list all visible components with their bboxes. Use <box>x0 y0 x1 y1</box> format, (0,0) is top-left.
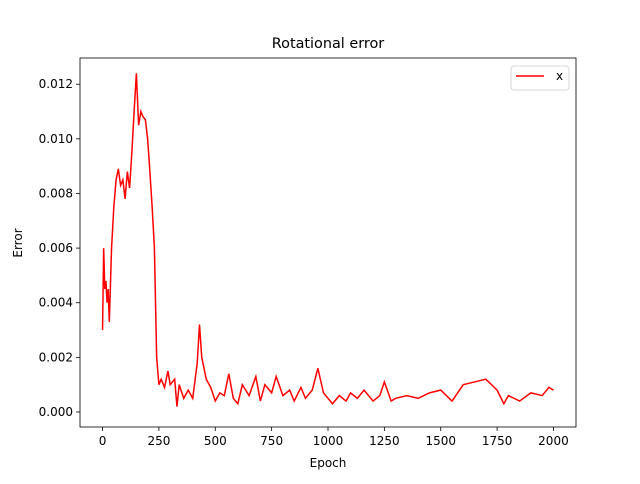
x-tick-label: 500 <box>204 434 227 448</box>
chart-title: Rotational error <box>272 36 384 52</box>
legend-label: x <box>556 69 563 83</box>
data-line <box>101 73 554 407</box>
legend-box <box>510 65 570 91</box>
x-tick-label: 0 <box>99 434 107 448</box>
plot-frame <box>79 57 577 428</box>
x-tick-label: 2000 <box>538 434 569 448</box>
y-axis-label: Error <box>11 228 25 257</box>
y-tick-label: 0.006 <box>39 241 73 255</box>
x-axis-label: Epoch <box>310 456 347 470</box>
y-tick-label: 0.008 <box>39 186 73 200</box>
y-tick-label: 0.002 <box>39 350 73 364</box>
x-tick-label: 1250 <box>369 434 400 448</box>
y-tick-label: 0.004 <box>39 296 73 310</box>
x-tick-label: 750 <box>260 434 283 448</box>
x-tick-label: 1000 <box>313 434 344 448</box>
y-tick-label: 0.012 <box>39 77 73 91</box>
y-tick-label: 0.000 <box>39 405 73 419</box>
x-tick-label: 1500 <box>425 434 456 448</box>
y-tick-label: 0.010 <box>39 132 73 146</box>
x-tick-label: 250 <box>147 434 170 448</box>
x-tick-label: 1750 <box>482 434 513 448</box>
